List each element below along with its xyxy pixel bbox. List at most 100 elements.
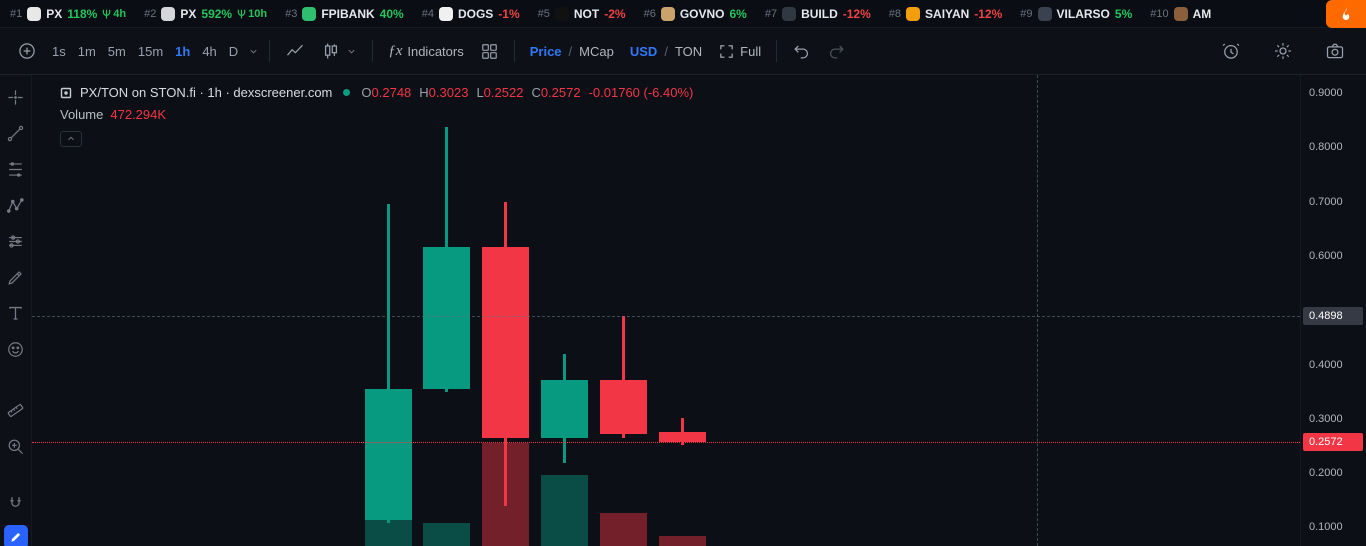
- settings-button[interactable]: [1266, 36, 1300, 66]
- token-name: GOVNO: [679, 6, 725, 21]
- flame-icon: [1342, 7, 1350, 20]
- magnet-tool[interactable]: [2, 489, 30, 517]
- chevron-down-icon: [348, 49, 355, 54]
- trending-token-list: #1 PX 118% 4h #2 PX 592% 10h #3 FPIBANK 40% #4 DOGS -…: [0, 6, 1221, 21]
- price-mode-inactive: MCap: [579, 43, 614, 59]
- token-age: 4h: [102, 8, 126, 20]
- timeframe-D[interactable]: D: [223, 39, 244, 64]
- timeframe-1m[interactable]: 1m: [72, 39, 102, 64]
- token-name: FPIBANK: [321, 6, 375, 21]
- brush-icon: [8, 270, 22, 285]
- trending-item[interactable]: #9 VILARSO 5%: [1020, 6, 1132, 21]
- brush-tool[interactable]: [2, 263, 30, 291]
- trending-item[interactable]: #7 BUILD -12%: [765, 6, 871, 21]
- token-icon: [554, 6, 569, 21]
- toolbar-separator: [513, 40, 515, 62]
- token-icon: [782, 6, 797, 21]
- trending-item[interactable]: #1 PX 118% 4h: [10, 6, 126, 21]
- smiley-icon: [8, 341, 23, 357]
- candle-chart-type-button[interactable]: [314, 36, 364, 66]
- trending-item[interactable]: #4 DOGS -1%: [422, 6, 520, 21]
- token-change: 118%: [67, 6, 98, 21]
- screenshot-button[interactable]: [1318, 36, 1352, 66]
- token-change: -1%: [498, 6, 520, 21]
- token-icon: [1037, 6, 1052, 21]
- camera-icon: [1326, 43, 1344, 59]
- axis-tick: 0.8000: [1309, 141, 1343, 154]
- trending-item[interactable]: #10 AM: [1150, 6, 1211, 21]
- close-value: 0.2572: [540, 85, 581, 100]
- fx-icon: ƒx: [388, 42, 403, 59]
- text-tool[interactable]: [2, 299, 30, 327]
- position-tool[interactable]: [2, 227, 30, 255]
- timeframe-4h[interactable]: 4h: [196, 39, 222, 64]
- text-icon: [9, 306, 22, 320]
- indicators-button[interactable]: ƒx Indicators: [381, 38, 471, 65]
- ohlc-readout: O 0.2748 H 0.3023 L 0.2522 C 0.2572: [361, 85, 580, 100]
- redo-button[interactable]: [820, 37, 853, 66]
- token-icon: [302, 6, 317, 21]
- toolbar-separator: [372, 40, 374, 62]
- pattern-tool[interactable]: [2, 191, 30, 219]
- legend-collapse-button[interactable]: [60, 131, 82, 147]
- token-name: SAIYAN: [925, 6, 970, 21]
- trending-item[interactable]: #2 PX 592% 10h: [144, 6, 267, 21]
- fib-retracement-tool[interactable]: [2, 155, 30, 183]
- trending-item[interactable]: #8 SAIYAN -12%: [889, 6, 1002, 21]
- crosshair-vertical-line: [1037, 75, 1038, 546]
- chevron-up-icon: [68, 136, 74, 141]
- undo-button[interactable]: [785, 37, 818, 66]
- drawing-mode-toggle[interactable]: [3, 525, 28, 546]
- trending-item[interactable]: #3 FPIBANK 40%: [285, 6, 404, 21]
- crosshair-price-label: 0.4898: [1303, 306, 1363, 325]
- token-change: 40%: [379, 6, 404, 21]
- trend-line-tool[interactable]: [2, 119, 30, 147]
- volume-bar: [658, 536, 706, 546]
- timeframe-expand-button[interactable]: [246, 41, 261, 62]
- fullscreen-icon: [720, 44, 733, 58]
- price-mcap-toggle[interactable]: Price / MCap: [523, 39, 621, 64]
- candle-body: [599, 379, 647, 434]
- low-value: 0.2522: [483, 85, 524, 100]
- line-chart-type-button[interactable]: [278, 36, 312, 66]
- pair-title[interactable]: PX/TON on STON.fi · 1h · dexscreener.com: [80, 85, 333, 100]
- token-name: VILARSO: [1056, 6, 1110, 21]
- alert-clock-button[interactable]: [1214, 36, 1248, 66]
- token-icon: [1173, 6, 1188, 21]
- axis-tick: 0.7000: [1309, 195, 1343, 208]
- trending-item[interactable]: #5 NOT -2%: [538, 6, 626, 21]
- usd-ton-toggle[interactable]: USD / TON: [623, 39, 709, 64]
- axis-tick: 0.4000: [1309, 358, 1343, 371]
- last-price-label: 0.2572: [1303, 433, 1363, 452]
- fullscreen-button[interactable]: Full: [711, 38, 768, 65]
- timeframe-1s[interactable]: 1s: [46, 39, 72, 64]
- layout-grid-icon: [481, 43, 497, 59]
- chart-pane[interactable]: PX/TON on STON.fi · 1h · dexscreener.com…: [32, 75, 1300, 546]
- toolbar-separator: [269, 40, 271, 62]
- cursor-crosshair-tool[interactable]: [2, 83, 30, 111]
- last-price-line: [32, 442, 1300, 444]
- currency-mode-inactive: TON: [674, 43, 703, 59]
- plus-circle-icon: [19, 43, 35, 59]
- low-label: L: [476, 85, 484, 100]
- measure-ruler-tool[interactable]: [2, 396, 30, 424]
- token-change: 6%: [729, 6, 747, 21]
- layout-grid-button[interactable]: [473, 37, 506, 66]
- volume-bar: [540, 475, 588, 546]
- legend-row-title: PX/TON on STON.fi · 1h · dexscreener.com…: [60, 85, 693, 100]
- trending-rank: #6: [643, 7, 656, 20]
- emoji-tool[interactable]: [2, 335, 30, 363]
- chevron-down-icon: [250, 49, 257, 54]
- axis-tick: 0.3000: [1309, 412, 1343, 425]
- trending-flame-button[interactable]: [1326, 0, 1366, 28]
- compare-add-button[interactable]: [10, 36, 44, 66]
- candle-body: [364, 388, 412, 521]
- volume-bar: [364, 520, 412, 546]
- zoom-in-tool[interactable]: [2, 432, 30, 460]
- token-name: BUILD: [801, 6, 838, 21]
- timeframe-1h[interactable]: 1h: [169, 39, 196, 64]
- timeframe-5m[interactable]: 5m: [102, 39, 132, 64]
- timeframe-15m[interactable]: 15m: [132, 39, 169, 64]
- price-axis[interactable]: 0.9000 0.8000 0.7000 0.6000 0.4000 0.3000 0.20…: [1300, 75, 1366, 546]
- trending-item[interactable]: #6 GOVNO 6%: [643, 6, 747, 21]
